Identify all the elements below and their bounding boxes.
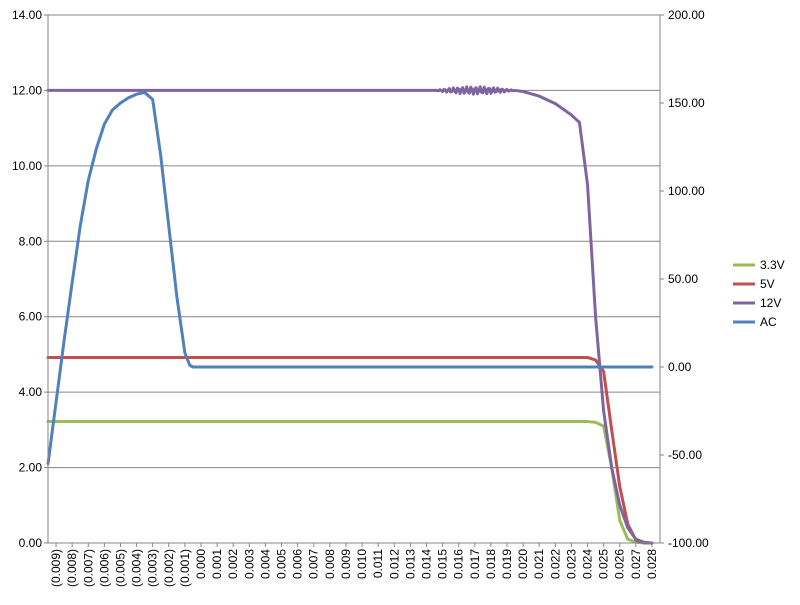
x-tick-label: 0.001 [210, 549, 224, 579]
x-tick-label: 0.019 [500, 549, 514, 579]
x-tick-label: 0.017 [468, 549, 482, 579]
x-tick-label: 0.026 [613, 549, 627, 579]
x-tick-label: 0.012 [387, 549, 401, 579]
x-tick-label: 0.028 [645, 549, 659, 579]
plot-area [47, 14, 661, 544]
x-tick-label: 0.027 [629, 549, 643, 579]
y-tick-label: 4.00 [19, 385, 43, 399]
x-tick-label: 0.016 [452, 549, 466, 579]
legend: 3.3V 5V 12V AC [733, 258, 785, 329]
x-tick-label: 0.007 [307, 549, 321, 579]
x-tick-label: 0.024 [581, 549, 595, 579]
x-tick-label: (0.005) [113, 549, 127, 587]
x-tick-label: (0.006) [97, 549, 111, 587]
y-tick-label: 12.00 [12, 83, 42, 97]
series-line-ac [46, 90, 654, 466]
y2-tick-label: 0.00 [668, 360, 692, 374]
x-tick-label: (0.002) [162, 549, 176, 587]
series-line-12v [46, 85, 654, 545]
y-tick-label: 14.00 [12, 8, 42, 22]
legend-label: AC [760, 315, 777, 329]
x-tick-label: 0.003 [242, 549, 256, 579]
plot-border [47, 14, 661, 544]
y-tick-label: 10.00 [12, 159, 42, 173]
x-tick-label: 0.022 [548, 549, 562, 579]
x-tick-label: 0.004 [258, 549, 272, 579]
x-axis: (0.009) (0.008) (0.007) (0.006) (0.005) (0.00… [49, 543, 659, 587]
y2-tick-label: 100.00 [668, 184, 705, 198]
x-tick-label: (0.009) [49, 549, 63, 587]
x-tick-label: 0.020 [516, 549, 530, 579]
x-tick-label: 0.002 [226, 549, 240, 579]
y-axis-left: 0.00 2.00 4.00 6.00 8.00 10.00 12.00 14.00 [12, 8, 48, 550]
x-tick-label: 0.005 [275, 549, 289, 579]
x-tick-label: 0.014 [419, 549, 433, 579]
y-axis-right: -100.00 -50.00 0.00 50.00 100.00 150.00 200.00 [660, 8, 709, 550]
y-tick-label: 0.00 [19, 536, 43, 550]
y2-tick-label: 150.00 [668, 96, 705, 110]
legend-label: 5V [760, 277, 775, 291]
x-tick-label: (0.001) [178, 549, 192, 587]
x-tick-label: 0.015 [436, 549, 450, 579]
x-tick-label: 0.008 [323, 549, 337, 579]
x-tick-label: 0.006 [291, 549, 305, 579]
y-tick-label: 6.00 [19, 310, 43, 324]
x-tick-label: (0.008) [65, 549, 79, 587]
x-tick-label: 0.013 [403, 549, 417, 579]
y-tick-label: 2.00 [19, 461, 43, 475]
x-tick-label: 0.023 [564, 549, 578, 579]
x-tick-label: 0.018 [484, 549, 498, 579]
x-tick-label: 0.021 [532, 549, 546, 579]
x-tick-label: 0.011 [371, 549, 385, 578]
y-tick-label: 8.00 [19, 234, 43, 248]
legend-label: 12V [760, 296, 781, 310]
y2-tick-label: 50.00 [668, 272, 698, 286]
y2-tick-label: -50.00 [668, 448, 702, 462]
x-tick-label: (0.004) [130, 549, 144, 587]
x-tick-label: (0.003) [146, 549, 160, 587]
x-tick-label: 0.009 [339, 549, 353, 579]
legend-label: 3.3V [760, 258, 785, 272]
x-tick-label: 0.000 [194, 549, 208, 579]
x-tick-label: 0.025 [597, 549, 611, 579]
y2-tick-label: 200.00 [668, 8, 705, 22]
x-tick-label: 0.010 [355, 549, 369, 579]
y2-tick-label: -100.00 [668, 536, 709, 550]
x-tick-label: (0.007) [81, 549, 95, 587]
